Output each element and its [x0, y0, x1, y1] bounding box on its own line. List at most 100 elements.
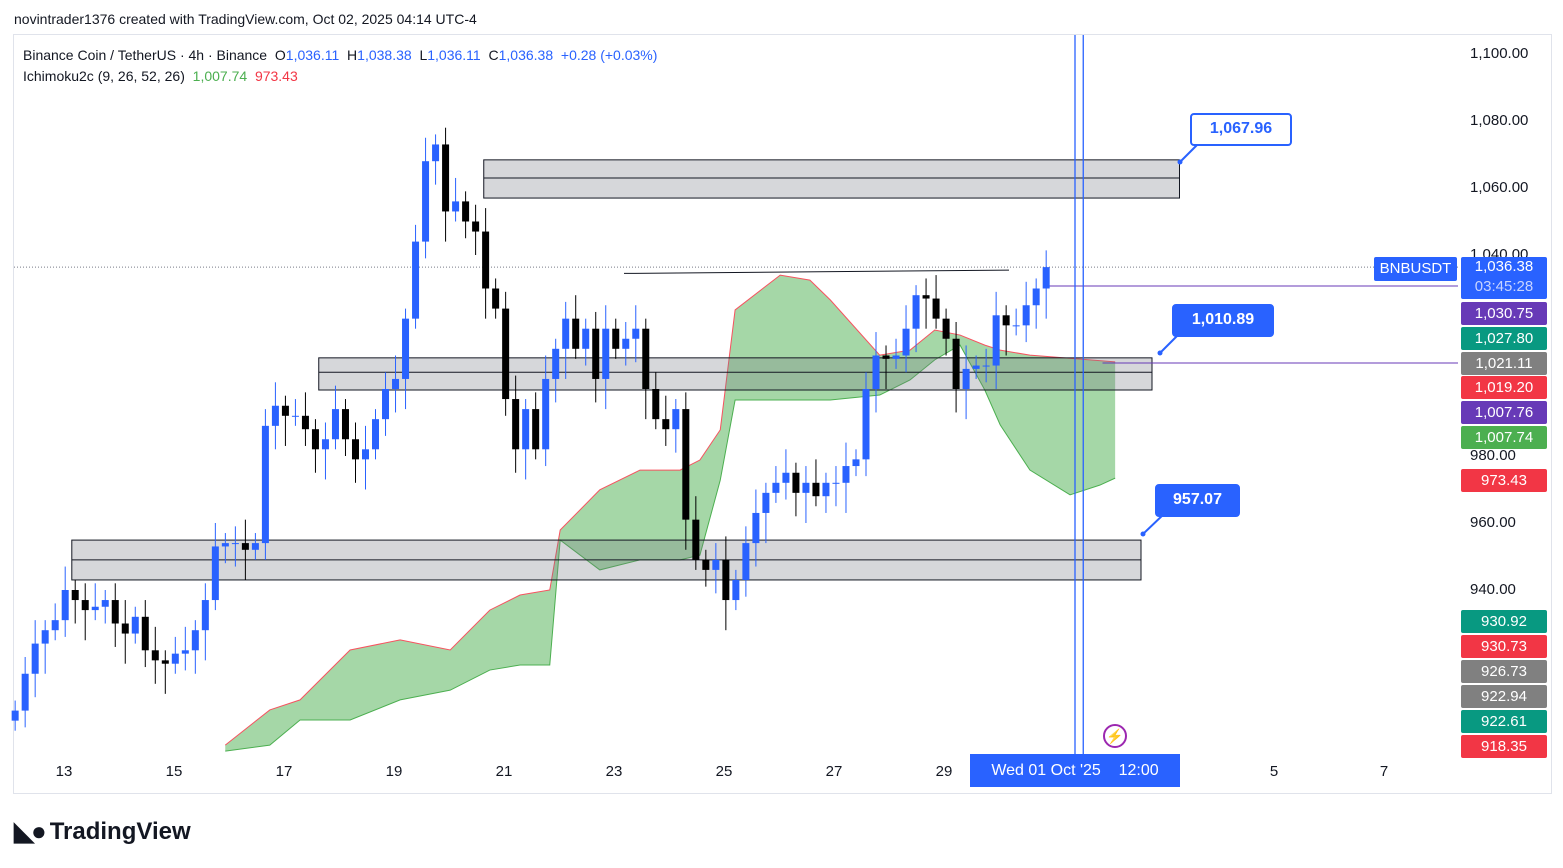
time-tick: 7 — [1379, 763, 1389, 780]
time-tick: 19 — [385, 763, 403, 780]
candle-body — [802, 482, 810, 493]
candle-body — [662, 419, 670, 430]
price-tag-value: 1,019.20 — [1474, 379, 1534, 396]
price-callout-bottom[interactable]: 957.07 — [1155, 484, 1240, 517]
crosshair-time-label: Wed 01 Oct '25 12:00 — [970, 754, 1180, 787]
price-tag: 918.35 — [1461, 735, 1547, 758]
indicator-value-1: 1,007.74 — [192, 68, 248, 84]
candle-body — [842, 466, 850, 483]
price-tag: 1,019.20 — [1461, 376, 1547, 399]
zone-rect-1 — [318, 357, 1153, 391]
low-value: 1,036.11 — [427, 47, 481, 63]
candle-body — [141, 616, 149, 651]
candle-body — [692, 519, 700, 560]
price-tag: 930.73 — [1461, 635, 1547, 658]
price-tag-value: 1,007.76 — [1474, 404, 1534, 421]
candle-body — [932, 298, 940, 319]
candle-body — [51, 620, 59, 631]
candle-body — [341, 409, 349, 440]
candle-body — [512, 399, 520, 450]
candle-body — [21, 673, 29, 711]
price-tag-value: 922.61 — [1481, 713, 1527, 730]
price-tick: 960.00 — [1470, 514, 1516, 531]
price-tick: 1,060.00 — [1470, 179, 1529, 196]
price-tag-value: 930.92 — [1481, 613, 1527, 630]
price-tag: 1,007.74 — [1461, 426, 1547, 449]
indicator-value-2: 973.43 — [254, 68, 298, 84]
indicator-title[interactable]: Ichimoku2c (9, 26, 52, 26) — [23, 68, 185, 84]
candle-body — [221, 543, 229, 547]
candle-body — [362, 449, 369, 460]
price-tag: 1,036.38 03:45:28 — [1461, 257, 1547, 299]
candle-body — [722, 559, 730, 601]
chart-frame[interactable] — [13, 34, 1552, 794]
candle-body — [281, 405, 289, 416]
candle-body — [912, 295, 920, 329]
symbol-title[interactable]: Binance Coin / TetherUS · 4h · Binance — [23, 47, 268, 63]
candle-body — [1002, 315, 1010, 326]
tv-logo-icon: ◣● — [14, 816, 47, 846]
candle-body — [201, 600, 209, 631]
legend: Binance Coin / TetherUS · 4h · Binance O… — [23, 45, 657, 87]
candle-body — [1032, 288, 1040, 306]
candle-body — [61, 590, 69, 621]
candle-body — [412, 241, 420, 319]
price-tag: 922.94 — [1461, 685, 1547, 708]
time-tick: 29 — [935, 763, 953, 780]
brand-name: TradingView — [49, 817, 191, 845]
price-callout-top[interactable]: 1,067.96 — [1190, 113, 1292, 146]
price-tag: 922.61 — [1461, 710, 1547, 733]
callout-anchor-2 — [1140, 531, 1146, 537]
candle-body — [382, 389, 390, 420]
candle-body — [482, 231, 490, 289]
candle-body — [502, 308, 510, 400]
price-tag-value: 1,027.80 — [1474, 330, 1534, 347]
cloud-span-a-line — [225, 344, 1116, 752]
candle-body — [321, 439, 329, 450]
candle-body — [712, 559, 720, 570]
candle-body — [812, 482, 820, 497]
candle-body — [241, 543, 249, 550]
candle-body — [882, 355, 890, 359]
price-tag: 973.43 — [1461, 469, 1547, 492]
candle-body — [181, 650, 189, 654]
price-tag: 1,021.11 — [1461, 352, 1547, 375]
candle-body — [582, 328, 590, 349]
candle-body — [852, 459, 860, 467]
price-tag-value: 930.73 — [1481, 638, 1527, 655]
crosshair-time: 12:00 — [1118, 762, 1159, 779]
candle-body — [752, 512, 760, 544]
candle-body — [151, 650, 159, 661]
lightning-icon[interactable]: ⚡ — [1103, 724, 1127, 748]
candle-body — [792, 472, 800, 493]
candle-body — [732, 579, 740, 601]
candle-body — [1042, 267, 1050, 289]
candle-body — [472, 221, 480, 232]
countdown-value: 03:45:28 — [1474, 278, 1534, 295]
candle-body — [492, 288, 500, 309]
candle-body — [992, 315, 1000, 366]
candle-body — [642, 328, 650, 389]
price-callout-middle[interactable]: 1,010.89 — [1172, 304, 1274, 337]
candle-body — [672, 409, 680, 430]
candle-body — [291, 415, 299, 417]
candle-body — [372, 419, 380, 450]
credit-text: novintrader1376 created with TradingView… — [14, 11, 477, 27]
price-tag-value: 1,021.11 — [1475, 355, 1533, 372]
trend-line — [623, 269, 1010, 274]
candle-body — [942, 318, 950, 339]
candle-body — [101, 600, 109, 607]
tradingview-logo[interactable]: ◣● TradingView — [14, 816, 191, 847]
candle-body — [742, 543, 750, 580]
candle-body — [682, 409, 690, 520]
callout-anchor-1 — [1157, 350, 1163, 356]
time-tick: 25 — [715, 763, 733, 780]
candle-body — [402, 318, 410, 379]
time-tick: 15 — [165, 763, 183, 780]
candle-body — [41, 630, 49, 644]
change-value: +0.28 (+0.03%) — [560, 47, 658, 63]
candle-body — [522, 409, 530, 450]
candle-body — [892, 355, 900, 359]
crosshair-date: Wed 01 Oct '25 — [991, 762, 1101, 779]
